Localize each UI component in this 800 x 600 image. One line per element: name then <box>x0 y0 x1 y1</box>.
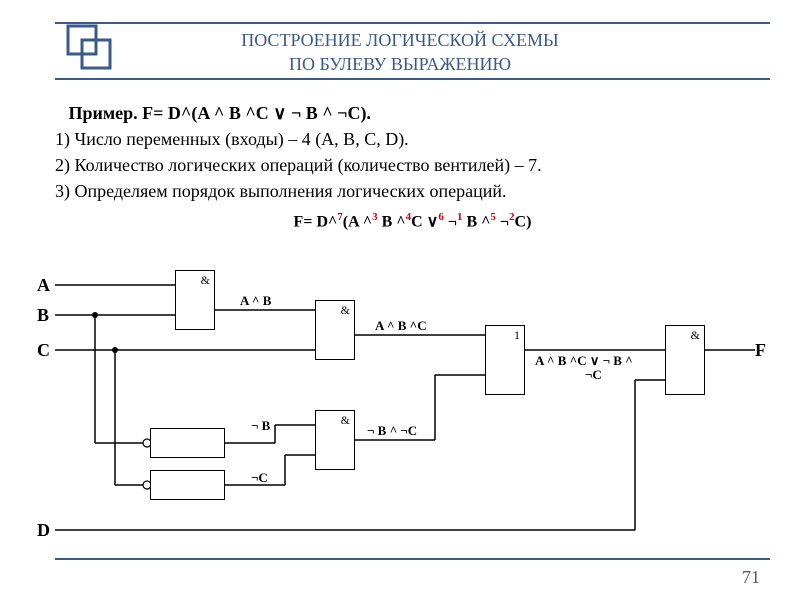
wire-label-notb: ¬ B <box>251 418 270 434</box>
header-rule-top <box>55 22 770 24</box>
logic-diagram: A B C D F A ^ B A ^ B ^C ¬ B ¬C ¬ B ^ ¬C… <box>55 255 765 555</box>
gate-notB <box>150 428 225 458</box>
wire-label-orout-1: A ^ B ^C ∨ ¬ B ^ <box>535 353 633 369</box>
ordered-formula: F= D^7(A ^3 B ^4C ∨6 ¬1 B ^5 ¬2C) <box>55 204 770 235</box>
f-prefix: F= D^ <box>294 213 338 230</box>
f-p3: C ∨ <box>411 213 438 230</box>
input-b-label: B <box>37 305 49 326</box>
step-3-num: 3) <box>55 181 70 201</box>
wires-svg <box>55 255 765 555</box>
gate-and2: & <box>315 300 355 360</box>
gate-or: 1 <box>485 325 525 395</box>
f-p5: B ^ <box>462 213 490 230</box>
input-a-label: A <box>37 275 50 296</box>
gate-and1: & <box>175 270 215 330</box>
page-number: 71 <box>742 567 760 588</box>
wire-label-abc: A ^ B ^C <box>375 318 427 334</box>
f-p6: ¬ <box>496 213 509 230</box>
output-f-label: F <box>755 340 766 361</box>
gate-notC <box>150 470 225 500</box>
f-p7: C) <box>515 213 532 230</box>
input-c-label: C <box>37 340 50 361</box>
title-line-1: ПОСТРОЕНИЕ ЛОГИЧЕСКОЙ СХЕМЫ <box>241 30 559 50</box>
body-text: Пример. F= D^(A ^ B ^C ∨ ¬ B ^ ¬C). 1) Ч… <box>55 100 770 235</box>
footer-rule <box>55 558 770 560</box>
step-1-text: Число переменных (входы) – 4 (A, B, C, D… <box>70 129 409 149</box>
example-label: Пример. <box>69 103 138 123</box>
wire-label-ab: A ^ B <box>240 293 271 309</box>
gate-and2-symbol: & <box>341 303 350 318</box>
header-rule-bottom <box>55 78 770 80</box>
wire-label-nbnc: ¬ B ^ ¬C <box>367 423 417 439</box>
page-title: ПОСТРОЕНИЕ ЛОГИЧЕСКОЙ СХЕМЫ ПО БУЛЕВУ ВЫ… <box>0 28 800 76</box>
gate-and1-symbol: & <box>201 273 210 288</box>
wire-label-orout-2: ¬C <box>585 367 602 383</box>
gate-and3-symbol: & <box>341 413 350 428</box>
f-p4: ¬ <box>444 213 457 230</box>
gate-or-symbol: 1 <box>514 328 520 343</box>
step-1-num: 1) <box>55 129 70 149</box>
step-2-text: Количество логических операций (количест… <box>70 155 542 175</box>
gate-and4-symbol: & <box>691 328 700 343</box>
step-3-text: Определяем порядок выполнения логических… <box>70 181 507 201</box>
gate-and3: & <box>315 410 355 470</box>
step-2-num: 2) <box>55 155 70 175</box>
wire-label-notc: ¬C <box>251 470 268 486</box>
title-line-2: ПО БУЛЕВУ ВЫРАЖЕНИЮ <box>289 54 511 74</box>
input-d-label: D <box>37 520 50 541</box>
f-p1: (A ^ <box>343 213 372 230</box>
f-p2: B ^ <box>378 213 406 230</box>
gate-and4: & <box>665 325 705 395</box>
example-formula: F= D^(A ^ B ^C ∨ ¬ B ^ ¬C). <box>138 103 371 123</box>
